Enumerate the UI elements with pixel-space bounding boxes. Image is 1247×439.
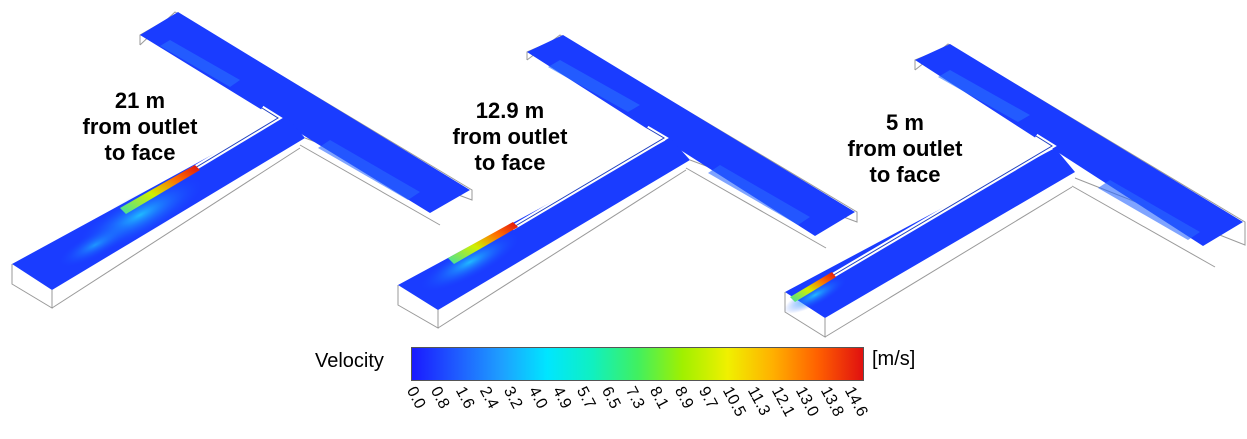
colorbar-tick-label: 0.0 (402, 384, 429, 412)
panel-label-21m: 21 m from outlet to face (60, 88, 220, 166)
colorbar-tick-label: 9.7 (694, 384, 721, 412)
panel-label-5m: 5 m from outlet to face (825, 110, 985, 188)
panel-label-line: from outlet (82, 114, 198, 139)
legend-title: Velocity (315, 350, 384, 372)
velocity-contour-scene (11, 11, 1246, 338)
panel-label-line: 21 m (114, 88, 166, 113)
panel-label-line: from outlet (452, 124, 568, 149)
colorbar-tick-label: 14.6 (840, 384, 871, 420)
panel-label-line: 5 m (886, 110, 924, 135)
colorbar-tick-label: 12.1 (767, 384, 798, 420)
colorbar-tick-label: 4.9 (548, 384, 575, 412)
tunnel-model-12-9m (397, 34, 858, 329)
panel-label-line: to face (104, 140, 176, 165)
panel-label-12-9m: 12.9 m from outlet to face (430, 98, 590, 176)
colorbar-tick-label: 8.1 (646, 384, 672, 412)
colorbar-tick-label: 13.0 (792, 384, 822, 420)
velocity-colorbar (411, 347, 864, 381)
colorbar-tick-label: 8.9 (670, 384, 697, 412)
panel-label-line: to face (474, 150, 546, 175)
colorbar-tick-label: 6.5 (597, 384, 624, 412)
colorbar-tick-label: 13.8 (816, 384, 847, 420)
colorbar-tick-label: 7.3 (621, 384, 648, 412)
colorbar-tick-label: 2.4 (475, 384, 502, 412)
colorbar-tick-label: 3.2 (500, 384, 526, 412)
colorbar-tick-label: 4.0 (524, 384, 551, 412)
tunnel-model-5m (783, 43, 1246, 338)
colorbar-tick-label: 11.3 (743, 384, 773, 419)
colorbar-tick-label: 0.8 (427, 384, 453, 412)
panel-label-line: 12.9 m (475, 98, 545, 123)
colorbar-tick-label: 10.5 (719, 384, 749, 420)
tunnel-model-21m (11, 11, 473, 309)
colorbar-tick-label: 5.7 (573, 384, 599, 412)
colorbar-tick-label: 1.6 (451, 384, 478, 412)
panel-label-line: to face (869, 162, 941, 187)
panel-label-line: from outlet (847, 136, 963, 161)
legend-unit: [m/s] (872, 348, 916, 370)
